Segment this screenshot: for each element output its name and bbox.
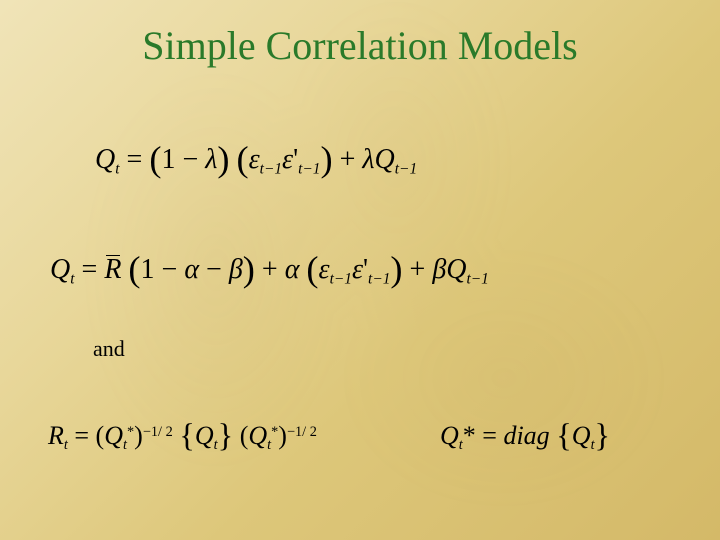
eq2-eps2: ε — [352, 254, 363, 285]
eq1-eps2: ε — [282, 144, 293, 175]
eq2-beta2: β — [432, 254, 446, 285]
eq1-eps1-sub: t−1 — [260, 160, 282, 177]
eq1-Q: Q — [375, 144, 395, 175]
eq2-alpha1: α — [184, 254, 199, 285]
eq2-one: 1 — [141, 254, 155, 285]
equation-2: Qt = R (1 − α − β) + α (εt−1ε't−1) + βQt… — [50, 248, 489, 290]
eq3-exp2: −1/ 2 — [287, 424, 317, 440]
eq3-exp1: −1/ 2 — [143, 424, 173, 440]
eq1-one: 1 — [161, 144, 175, 175]
eq1-lambda2: λ — [362, 144, 374, 175]
eq2-lhs-sub: t — [70, 270, 74, 287]
eq3b-lhs-star: * — [463, 421, 476, 450]
eq1-lhs: Q — [95, 144, 115, 175]
eq3-Q3: Q — [248, 421, 267, 450]
eq2-eps1: ε — [319, 254, 330, 285]
eq2-Q-sub: t−1 — [467, 270, 489, 287]
eq2-eps2-sub: t−1 — [368, 270, 390, 287]
slide-title: Simple Correlation Models — [0, 22, 720, 69]
equation-3: Rt = (Qt*)−1/ 2 {Qt} (Qt*)−1/ 2 — [48, 418, 317, 455]
eq2-alpha2: α — [285, 254, 300, 285]
eq1-eps1: ε — [249, 144, 260, 175]
eq2-beta1: β — [229, 254, 243, 285]
eq3b-lhs: Q — [440, 421, 459, 450]
eq2-Q: Q — [446, 254, 466, 285]
eq1-eps2-sub: t−1 — [298, 160, 320, 177]
equation-1: Qt = (1 − λ) (εt−1ε't−1) + λQt−1 — [95, 138, 417, 180]
eq1-Q-sub: t−1 — [395, 160, 417, 177]
eq3-Q2: Q — [195, 421, 214, 450]
eq2-eps1-sub: t−1 — [330, 270, 352, 287]
eq1-lambda1: λ — [205, 144, 217, 175]
eq2-lhs: Q — [50, 254, 70, 285]
eq3-Q1: Q — [104, 421, 123, 450]
eq2-R: R — [104, 254, 121, 285]
eq3b-Q: Q — [572, 421, 591, 450]
eq3-lhs: R — [48, 421, 64, 450]
eq1-lhs-sub: t — [115, 160, 119, 177]
eq3-lhs-sub: t — [64, 437, 68, 453]
and-label: and — [93, 336, 125, 362]
equation-3b: Qt* = diag {Qt} — [440, 418, 610, 455]
eq3b-diag: diag — [503, 421, 549, 450]
eq2-Rbar: R — [104, 254, 121, 286]
